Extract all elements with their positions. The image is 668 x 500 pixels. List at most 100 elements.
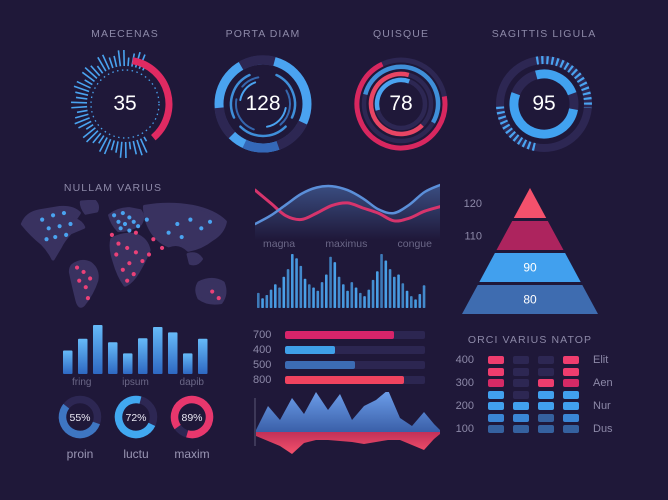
eq-bar [401, 283, 405, 308]
column-bar [138, 338, 148, 374]
orci-row-label: Elit [593, 354, 609, 366]
continent [142, 202, 227, 252]
orci-y-label: 400 [455, 354, 474, 366]
pyramid-layer [462, 285, 598, 314]
orci-cell [488, 402, 504, 410]
orci-cell [563, 413, 579, 422]
orci-cell [563, 402, 579, 410]
map-dot-blue [120, 211, 125, 216]
orci-cell [488, 367, 504, 376]
orci-cell [488, 356, 504, 364]
map-dot-pink [151, 237, 156, 242]
wave-chart-legend: magna maximus congue [255, 238, 440, 250]
legend-item-magna: magna [263, 238, 296, 250]
eq-bar [265, 295, 269, 308]
column-label-ipsum: ipsum [122, 377, 149, 388]
donut-luctu: 72% luctu [108, 394, 164, 461]
orci-row-label: Aen [593, 377, 613, 389]
hbar-tick-label: 400 [253, 343, 272, 356]
map-dot-pink [159, 245, 165, 251]
wave-line-chart [255, 183, 440, 240]
blue-column-chart [63, 325, 208, 374]
eq-bar [316, 290, 320, 308]
hbar-track [285, 345, 425, 354]
hbar-row: 800 [253, 372, 425, 387]
eq-bar [257, 292, 260, 308]
map-dot-blue [127, 215, 132, 220]
gauge-porta-diam-value: 128 [245, 92, 281, 115]
map-dot-pink [125, 245, 130, 251]
hbar-fill [285, 345, 336, 354]
map-dot-blue [118, 226, 123, 231]
map-dot-pink [146, 252, 152, 257]
map-dot-blue [122, 221, 128, 227]
eq-bar [282, 276, 286, 308]
gauge-sagittis-ligula-ring: 95 [488, 48, 600, 160]
orci-cell [513, 425, 529, 433]
map-dot-pink [77, 278, 82, 283]
gauge-maecenas: MAECENAS 35 [67, 28, 183, 160]
gauge-ticks-chart [496, 56, 592, 152]
orci-cell [513, 367, 529, 376]
continent [186, 252, 203, 266]
map-dot-pink [81, 269, 86, 275]
hbar-fill [285, 375, 404, 384]
gauge-maecenas-ring: 35 [69, 48, 181, 160]
hbar-row: 700 [253, 327, 425, 342]
map-dot-pink [85, 296, 91, 301]
eq-bar [286, 269, 290, 308]
donut-label: proin [66, 447, 94, 461]
map-dot-pink [109, 232, 114, 237]
eq-bar [299, 265, 303, 308]
continent [108, 207, 145, 233]
gauge-sagittis-ligula: SAGITTIS LIGULA 95 [486, 28, 602, 160]
map-dot-blue [144, 217, 149, 222]
orci-cell [538, 425, 554, 433]
orci-cell [538, 390, 554, 399]
map-dot-blue [40, 217, 45, 222]
eq-bar [363, 296, 366, 308]
map-dot-pink [140, 258, 145, 264]
map-dot-blue [175, 221, 180, 227]
map-dot-pink [216, 296, 221, 301]
orci-chart-title: ORCI VARIUS NATOP [467, 334, 593, 346]
pyramid-inside-label: 80 [523, 293, 537, 307]
eq-bar [269, 289, 273, 308]
orci-y-label: 100 [455, 423, 474, 435]
gauge-sagittis-ligula-value: 95 [532, 92, 556, 115]
eq-bar [291, 254, 294, 308]
gauge-sagittis-ligula-title: SAGITTIS LIGULA [491, 28, 597, 40]
eq-bar [405, 290, 409, 308]
map-dot-blue [64, 232, 69, 237]
eq-bar [422, 285, 426, 308]
map-dot-pink [114, 252, 119, 257]
orci-cell [563, 356, 579, 364]
hbar-track [285, 330, 425, 339]
column-label-dapib: dapib [179, 377, 204, 388]
hbar-tick-label: 500 [253, 358, 272, 371]
map-dot-blue [166, 230, 171, 235]
gauge-quisque-value: 78 [389, 92, 413, 115]
map-dot-blue [44, 237, 49, 242]
continent [20, 205, 86, 261]
eq-bar [320, 282, 324, 308]
continent [109, 232, 151, 287]
donut-label: luctu [123, 447, 149, 461]
orci-cell [563, 425, 579, 433]
gauge-quisque: QUISQUE 78 [343, 28, 459, 160]
pyramid-layer [513, 188, 547, 218]
map-dot-pink [116, 241, 121, 246]
hbar-tick-label: 700 [253, 328, 272, 341]
donut-chart: 89% [170, 395, 214, 439]
orci-cell [538, 379, 554, 387]
eq-bar [329, 256, 332, 308]
map-dot-pink [120, 267, 125, 272]
map-dot-blue [131, 219, 136, 224]
progress-bar-chart: 700 400 500 800 [253, 327, 425, 387]
map-dot-pink [131, 272, 136, 277]
map-dot-blue [57, 224, 62, 229]
map-dot-blue [50, 213, 56, 218]
column-bar [108, 342, 118, 374]
map-title: NULLAM VARIUS [63, 182, 163, 194]
